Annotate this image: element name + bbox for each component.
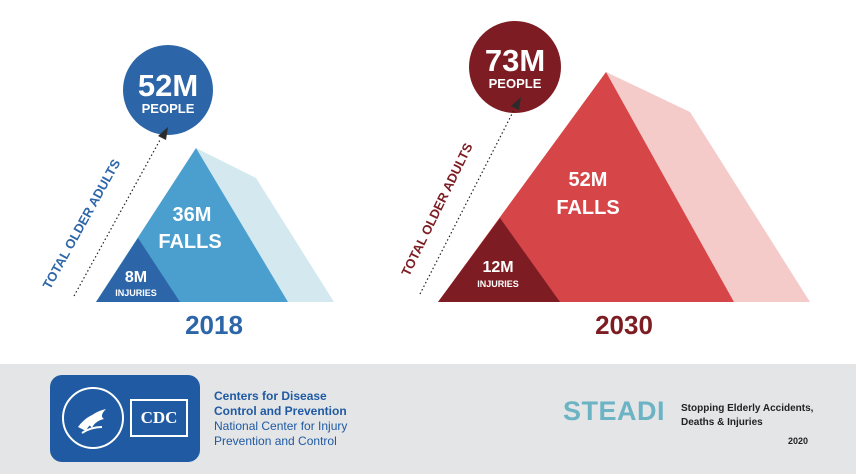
panel-2018: 52M PEOPLE TOTAL OLDER ADULTS 36M FALLS …: [40, 45, 334, 340]
steadi-tagline-line-2: Deaths & Injuries: [681, 417, 763, 428]
dotted-leader-2030: [419, 109, 515, 295]
org-line-3: National Center for Injury: [214, 419, 348, 433]
people-volume-shape-2030: [606, 72, 810, 302]
people-volume-shape-2018: [196, 148, 334, 302]
people-circle-2030: [469, 21, 561, 113]
people-value-2018: 52M: [138, 68, 198, 103]
injuries-label-2030: INJURIES: [477, 279, 519, 289]
cdc-logo: CDC: [50, 375, 200, 462]
leader-arrow-2030: [511, 97, 521, 110]
side-label-2030: TOTAL OLDER ADULTS: [398, 140, 476, 278]
org-line-4: Prevention and Control: [214, 434, 337, 448]
falls-label-2030: FALLS: [556, 197, 619, 219]
hhs-seal-icon: [62, 387, 124, 449]
injuries-label-2018: INJURIES: [115, 288, 157, 298]
people-value-2030: 73M: [485, 43, 545, 78]
org-name-block: Centers for Disease Control and Preventi…: [214, 389, 347, 449]
leader-arrow-2018: [158, 127, 168, 140]
falls-label-2018: FALLS: [158, 231, 221, 253]
steadi-year: 2020: [788, 436, 809, 446]
injuries-triangle-2030: [438, 218, 560, 302]
eagle-icon: [78, 409, 106, 434]
year-label-2018: 2018: [185, 310, 243, 340]
steadi-tagline-line-1: Stopping Elderly Accidents,: [681, 403, 814, 414]
year-label-2030: 2030: [595, 310, 653, 340]
dotted-leader-2018: [73, 139, 161, 297]
injuries-triangle-2018: [96, 238, 180, 302]
panel-2030: 73M PEOPLE TOTAL OLDER ADULTS 52M FALLS …: [398, 21, 810, 340]
falls-value-2030: 52M: [569, 169, 608, 191]
steadi-tagline: Stopping Elderly Accidents, Deaths & Inj…: [681, 402, 813, 430]
injuries-value-2018: 8M: [125, 269, 147, 286]
falls-value-2018: 36M: [173, 204, 212, 226]
cdc-wordmark: CDC: [130, 399, 188, 437]
people-circle-2018: [123, 45, 213, 135]
org-line-2: Control and Prevention: [214, 404, 347, 418]
people-label-2030: PEOPLE: [489, 76, 542, 91]
people-label-2018: PEOPLE: [142, 101, 195, 116]
steadi-logo: STEADI: [563, 396, 666, 426]
org-line-1: Centers for Disease: [214, 389, 327, 403]
injuries-value-2030: 12M: [482, 259, 513, 276]
side-label-2018: TOTAL OLDER ADULTS: [40, 156, 124, 291]
